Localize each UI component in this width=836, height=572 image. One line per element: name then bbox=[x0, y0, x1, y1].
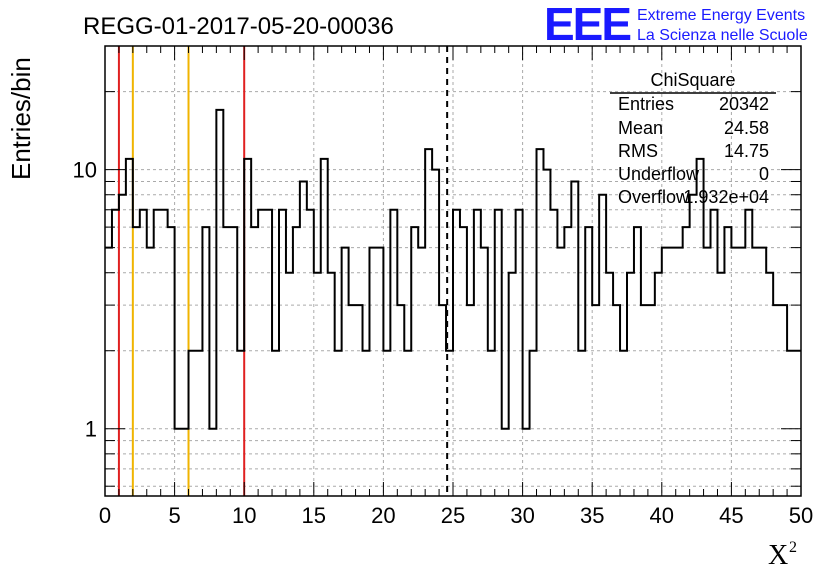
x-axis-label: X 2 bbox=[768, 539, 797, 571]
x-tick-label: 50 bbox=[789, 503, 813, 528]
stats-label-entries: Entries bbox=[618, 94, 674, 114]
stats-value-entries: 20342 bbox=[719, 94, 769, 114]
eee-logo: EEE Extreme Energy Events La Scienza nel… bbox=[544, 0, 808, 50]
stats-label-underflow: Underflow bbox=[618, 164, 700, 184]
stats-label-overflow: Overflow bbox=[618, 187, 690, 207]
stats-label-rms: RMS bbox=[618, 141, 658, 161]
x-tick-label: 5 bbox=[168, 503, 180, 528]
chart-title: REGG-01-2017-05-20-00036 bbox=[83, 13, 394, 40]
stats-title: ChiSquare bbox=[650, 70, 735, 90]
y-tick-label: 1 bbox=[85, 417, 97, 442]
x-tick-label: 35 bbox=[580, 503, 604, 528]
stats-value-overflow: 1.932e+04 bbox=[683, 187, 769, 207]
x-tick-label: 15 bbox=[302, 503, 326, 528]
y-tick-label: 10 bbox=[73, 158, 97, 183]
x-axis-label-main: X bbox=[768, 540, 788, 571]
stats-value-underflow: 0 bbox=[759, 164, 769, 184]
x-tick-label: 40 bbox=[650, 503, 674, 528]
histogram bbox=[105, 108, 801, 430]
stats-value-mean: 24.58 bbox=[724, 118, 769, 138]
logo-mark: EEE bbox=[544, 0, 630, 50]
histogram-step-line bbox=[105, 108, 801, 430]
x-tick-label: 30 bbox=[510, 503, 534, 528]
x-tick-label: 25 bbox=[441, 503, 465, 528]
logo-line-2: La Scienza nelle Scuole bbox=[637, 27, 808, 44]
y-axis-ticks: 1 10 bbox=[73, 91, 801, 487]
x-axis-label-superscript: 2 bbox=[789, 539, 797, 556]
x-tick-label: 10 bbox=[232, 503, 256, 528]
y-axis-label: Entries/bin bbox=[6, 57, 36, 180]
x-axis-ticks: 0 5 10 15 20 25 30 35 40 45 50 bbox=[99, 46, 813, 528]
x-tick-label: 45 bbox=[719, 503, 743, 528]
stats-box: ChiSquare Entries 20342 Mean 24.58 RMS 1… bbox=[610, 70, 776, 207]
stats-label-mean: Mean bbox=[618, 118, 663, 138]
x-tick-label: 20 bbox=[371, 503, 395, 528]
stats-value-rms: 14.75 bbox=[724, 141, 769, 161]
x-tick-label: 0 bbox=[99, 503, 111, 528]
logo-line-1: Extreme Energy Events bbox=[637, 7, 805, 24]
